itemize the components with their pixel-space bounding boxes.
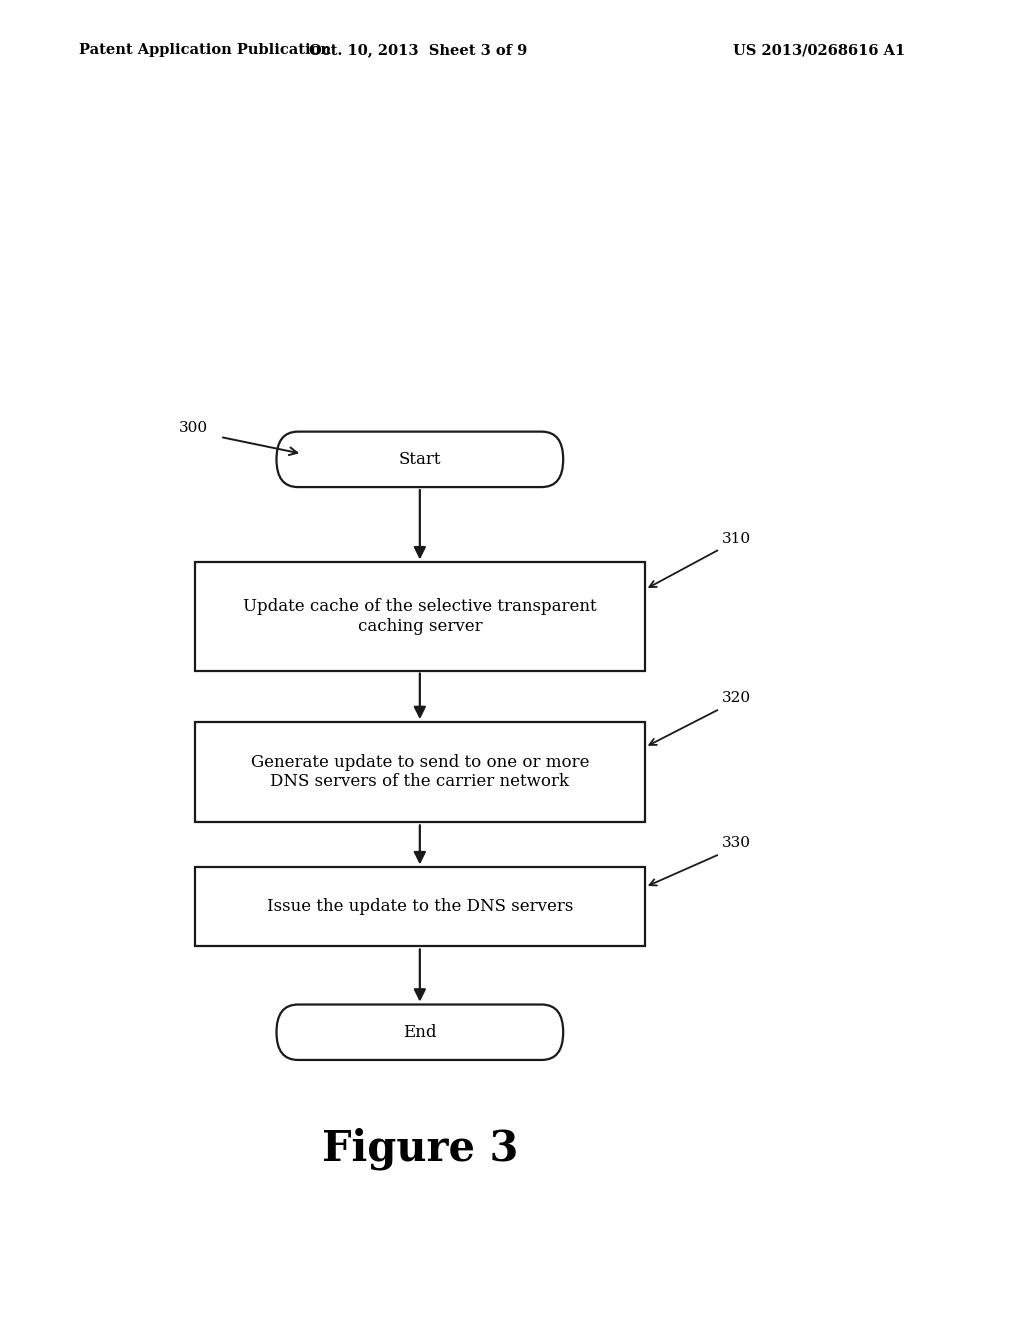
Text: Start: Start (398, 451, 441, 467)
Text: 320: 320 (722, 692, 751, 705)
Text: Generate update to send to one or more
DNS servers of the carrier network: Generate update to send to one or more D… (251, 754, 589, 791)
FancyBboxPatch shape (195, 867, 645, 946)
Text: Figure 3: Figure 3 (322, 1127, 518, 1170)
FancyBboxPatch shape (276, 432, 563, 487)
Text: US 2013/0268616 A1: US 2013/0268616 A1 (733, 44, 905, 57)
FancyBboxPatch shape (195, 722, 645, 822)
Text: 330: 330 (722, 837, 751, 850)
FancyBboxPatch shape (276, 1005, 563, 1060)
Text: 300: 300 (179, 421, 208, 434)
Text: 310: 310 (722, 532, 751, 545)
FancyBboxPatch shape (195, 562, 645, 671)
Text: Update cache of the selective transparent
caching server: Update cache of the selective transparen… (243, 598, 597, 635)
Text: Oct. 10, 2013  Sheet 3 of 9: Oct. 10, 2013 Sheet 3 of 9 (308, 44, 527, 57)
Text: End: End (403, 1024, 436, 1040)
Text: Issue the update to the DNS servers: Issue the update to the DNS servers (266, 899, 573, 915)
Text: Patent Application Publication: Patent Application Publication (79, 44, 331, 57)
